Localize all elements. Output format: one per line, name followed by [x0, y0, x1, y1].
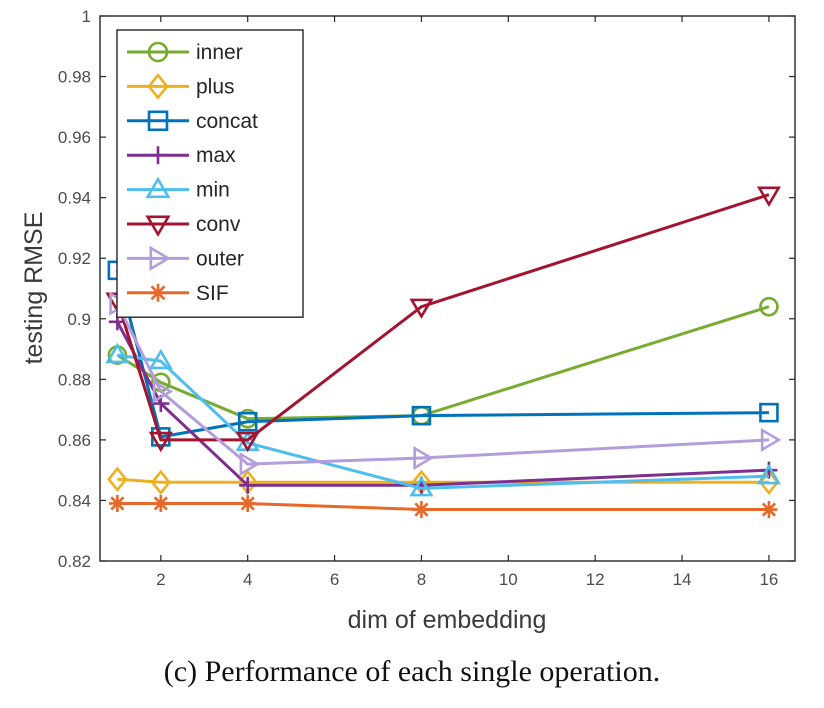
data-point-outer [760, 427, 782, 452]
y-tick-label: 0.9 [67, 310, 91, 329]
series-line-concat [115, 269, 769, 439]
line-chart: 2 4 6 8 10 12 14 16 0.82 0.84 0.86 0.88 0.9 0.92 0.94 0… [20, 7, 796, 634]
legend-label: plus [196, 75, 235, 98]
legend: inner plus concat max min conv outer SIF [116, 29, 304, 318]
x-tick-label: 14 [673, 570, 692, 589]
legend-marker [147, 73, 169, 100]
y-tick-label: 0.92 [58, 249, 91, 268]
x-tick-label: 2 [156, 570, 165, 589]
data-point-min [148, 348, 173, 370]
legend-label: conv [196, 213, 241, 236]
data-point-plus [107, 466, 128, 492]
data-point-concat [237, 411, 258, 432]
data-point-min [409, 475, 434, 497]
y-tick-label: 0.94 [58, 189, 91, 208]
data-point-outer [239, 452, 261, 477]
data-point-plus [758, 469, 780, 495]
data-point-SIF [152, 494, 170, 512]
data-point-conv [409, 298, 434, 320]
series-SIF [108, 494, 778, 519]
y-tick-label: 0.96 [58, 128, 91, 147]
data-point-plus [150, 469, 171, 495]
data-point-min [756, 463, 781, 485]
legend-marker [147, 110, 169, 132]
data-point-concat [759, 402, 779, 423]
legend-item-concat: concat [127, 110, 258, 133]
y-tick-label: 0.86 [58, 431, 91, 450]
data-point-outer [413, 446, 434, 471]
y-tick-label: 0.98 [58, 68, 91, 87]
legend-item-plus: plus [127, 73, 235, 100]
legend-item-inner: inner [127, 41, 243, 64]
data-point-concat [411, 405, 432, 426]
legend-label: max [196, 144, 236, 167]
legend-marker [147, 41, 169, 63]
legend-item-SIF: SIF [127, 282, 229, 305]
data-point-SIF [108, 494, 126, 512]
data-point-SIF [412, 501, 430, 519]
data-point-min [105, 342, 130, 364]
x-tick-label: 4 [243, 570, 252, 589]
x-tick-label: 6 [330, 570, 339, 589]
x-tick-label: 12 [586, 570, 605, 589]
data-point-conv [756, 186, 781, 207]
series-line-conv [115, 193, 770, 442]
data-point-outer [152, 379, 174, 404]
legend-marker [149, 245, 171, 272]
x-axis-label: dim of embedding [348, 606, 547, 634]
legend-item-conv: conv [127, 213, 241, 237]
data-point-max [239, 476, 257, 494]
x-tick-label: 10 [499, 570, 518, 589]
legend-box [116, 29, 304, 318]
data-point-conv [235, 431, 260, 453]
legend-marker [145, 215, 171, 237]
legend-label: inner [196, 41, 243, 64]
y-axis-label: testing RMSE [20, 212, 48, 365]
legend-item-outer: outer [127, 245, 244, 272]
legend-label: outer [196, 247, 244, 270]
series-line-outer [116, 302, 770, 466]
legend-label: SIF [196, 282, 229, 305]
legend-item-max: max [127, 144, 236, 167]
y-tick-label: 0.82 [58, 552, 91, 571]
data-point-conv [148, 431, 173, 453]
axis-ticks: 2 4 6 8 10 12 14 16 0.82 0.84 0.86 0.88 0.9 0.92 0.94 0… [58, 7, 795, 589]
y-tick-label: 0.84 [58, 491, 91, 510]
legend-item-min: min [127, 176, 230, 202]
series-group [105, 186, 782, 519]
data-point-SIF [760, 501, 778, 519]
y-tick-label: 1 [82, 7, 91, 26]
legend-marker [149, 146, 167, 165]
data-point-SIF [239, 494, 257, 512]
y-tick-label: 0.88 [58, 370, 91, 389]
x-tick-label: 16 [759, 570, 778, 589]
figure-caption: (c) Performance of each single operation… [163, 655, 661, 688]
data-point-inner [759, 296, 779, 317]
legend-marker [145, 176, 171, 199]
legend-marker [149, 283, 167, 302]
x-tick-label: 8 [417, 570, 426, 589]
legend-label: min [196, 179, 230, 202]
series-max [108, 313, 778, 494]
legend-label: concat [196, 110, 258, 133]
